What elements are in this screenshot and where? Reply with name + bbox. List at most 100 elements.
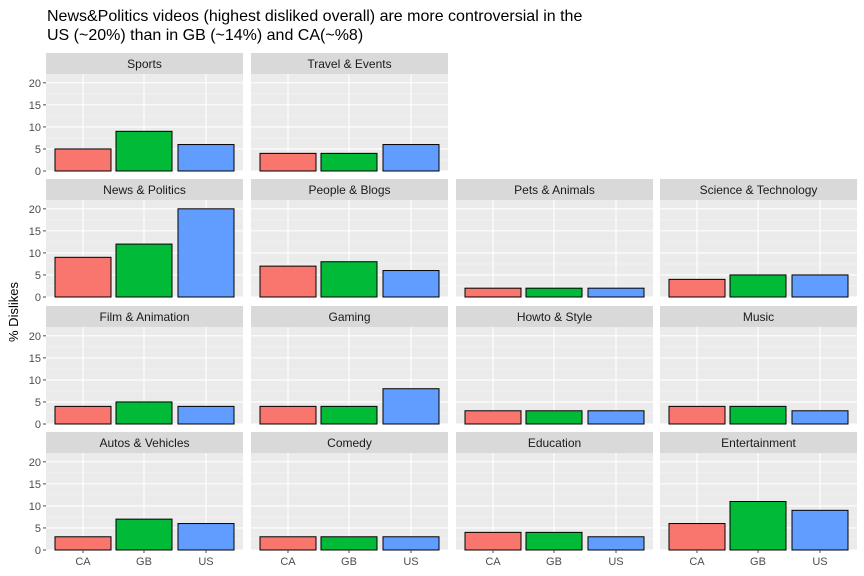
bar-ca xyxy=(259,405,317,425)
bar-gb xyxy=(525,287,583,298)
bar-ca xyxy=(259,536,317,551)
strip-label: Film & Animation xyxy=(99,310,189,324)
strip-label: Comedy xyxy=(327,436,372,450)
bar-gb xyxy=(729,274,787,298)
bar-gb xyxy=(525,531,583,551)
strip-label: Education xyxy=(528,436,581,450)
y-tick-label: 10 xyxy=(29,375,41,387)
bar-us xyxy=(177,208,235,298)
strip-background xyxy=(456,306,653,327)
strip-background xyxy=(456,432,653,453)
y-tick-label: 0 xyxy=(35,419,41,431)
strip-label: People & Blogs xyxy=(308,183,390,197)
bar-gb xyxy=(115,130,173,172)
panel-people-and-blogs: People & Blogs xyxy=(251,179,448,298)
bar-us xyxy=(382,388,440,425)
panel-howto-and-style: Howto & Style xyxy=(456,306,653,425)
strip-background xyxy=(46,53,243,74)
strip-background xyxy=(46,179,243,200)
panel-entertainment: Entertainment CA GB US xyxy=(660,432,857,568)
strip-label: Sports xyxy=(127,57,162,71)
strip-background xyxy=(456,179,653,200)
strip-background xyxy=(660,179,857,200)
y-tick-label: 5 xyxy=(35,270,41,282)
strip-label: Travel & Events xyxy=(307,57,391,71)
bar-us xyxy=(587,287,645,298)
bar-us xyxy=(177,144,235,172)
x-tick-label: US xyxy=(403,556,418,568)
strip-label: Entertainment xyxy=(721,436,796,450)
strip-background xyxy=(46,432,243,453)
bar-gb xyxy=(320,152,378,172)
bar-ca xyxy=(464,531,522,551)
y-tick-label: 15 xyxy=(29,353,41,365)
y-tick-label: 5 xyxy=(35,523,41,535)
bar-us xyxy=(587,410,645,425)
y-tick-label: 20 xyxy=(29,204,41,216)
strip-background xyxy=(251,179,448,200)
bar-us xyxy=(791,274,849,298)
bar-ca xyxy=(668,523,726,551)
bar-us xyxy=(791,410,849,425)
chart-title: News&Politics videos (highest disliked o… xyxy=(47,7,847,45)
y-tick-label: 10 xyxy=(29,501,41,513)
x-tick-label: CA xyxy=(689,556,705,568)
y-tick-label: 0 xyxy=(35,292,41,304)
x-tick-label: US xyxy=(812,556,827,568)
strip-background xyxy=(251,306,448,327)
panels-layer: Sports 0 5 10 15 20 Travel & Events News & Poli… xyxy=(29,53,857,568)
y-tick-label: 20 xyxy=(29,331,41,343)
strip-background xyxy=(251,53,448,74)
y-tick-label: 0 xyxy=(35,545,41,557)
x-tick-label: GB xyxy=(136,556,152,568)
strip-label: Pets & Animals xyxy=(514,183,595,197)
bar-us xyxy=(791,509,849,551)
strip-background xyxy=(660,306,857,327)
panel-comedy: Comedy CA GB US xyxy=(251,432,448,568)
panel-news-and-politics: News & Politics 0 5 10 15 20 xyxy=(29,179,243,304)
panel-gaming: Gaming xyxy=(251,306,448,425)
bar-ca xyxy=(464,287,522,298)
y-tick-label: 5 xyxy=(35,144,41,156)
bar-gb xyxy=(115,401,173,425)
bar-gb xyxy=(115,243,173,298)
chart-title-line-1: News&Politics videos (highest disliked o… xyxy=(47,8,583,25)
bar-gb xyxy=(729,501,787,551)
panel-science-and-technology: Science & Technology xyxy=(660,179,857,298)
y-tick-label: 20 xyxy=(29,78,41,90)
panel-music: Music xyxy=(660,306,857,425)
bar-ca xyxy=(54,405,112,425)
y-tick-label: 10 xyxy=(29,248,41,260)
y-tick-label: 20 xyxy=(29,457,41,469)
bar-ca xyxy=(464,410,522,425)
y-tick-label: 15 xyxy=(29,479,41,491)
bar-gb xyxy=(115,518,173,551)
bar-ca xyxy=(259,265,317,298)
y-tick-label: 10 xyxy=(29,122,41,134)
bar-ca xyxy=(54,256,112,298)
bar-us xyxy=(177,405,235,425)
x-tick-label: US xyxy=(198,556,213,568)
x-tick-label: CA xyxy=(280,556,296,568)
y-tick-label: 15 xyxy=(29,100,41,112)
panel-autos-and-vehicles: Autos & Vehicles 0 5 10 15 20 CA GB US xyxy=(29,432,243,568)
bar-us xyxy=(587,536,645,551)
strip-label: News & Politics xyxy=(103,183,186,197)
strip-label: Autos & Vehicles xyxy=(99,436,189,450)
x-tick-label: CA xyxy=(75,556,91,568)
y-tick-label: 0 xyxy=(35,166,41,178)
bar-gb xyxy=(729,405,787,425)
bar-gb xyxy=(320,261,378,298)
panel-pets-and-animals: Pets & Animals xyxy=(456,179,653,298)
strip-background xyxy=(46,306,243,327)
strip-label: Music xyxy=(743,310,774,324)
bar-ca xyxy=(668,405,726,425)
y-tick-label: 15 xyxy=(29,226,41,238)
x-tick-label: GB xyxy=(341,556,357,568)
x-tick-label: GB xyxy=(546,556,562,568)
panel-sports: Sports 0 5 10 15 20 xyxy=(29,53,243,178)
bar-us xyxy=(177,523,235,551)
bar-us xyxy=(382,144,440,172)
strip-label: Howto & Style xyxy=(517,310,593,324)
